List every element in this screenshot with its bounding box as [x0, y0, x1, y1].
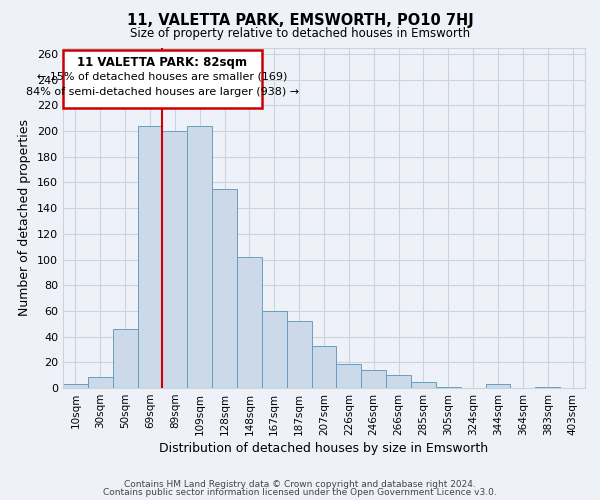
Bar	[311, 346, 337, 388]
Bar	[88, 376, 113, 388]
Bar	[386, 375, 411, 388]
Text: 11 VALETTA PARK: 82sqm: 11 VALETTA PARK: 82sqm	[77, 56, 247, 70]
Bar	[63, 384, 88, 388]
Bar	[411, 382, 436, 388]
Bar	[212, 189, 237, 388]
Text: Contains HM Land Registry data © Crown copyright and database right 2024.: Contains HM Land Registry data © Crown c…	[124, 480, 476, 489]
X-axis label: Distribution of detached houses by size in Emsworth: Distribution of detached houses by size …	[160, 442, 488, 455]
Bar	[237, 257, 262, 388]
Bar	[262, 311, 287, 388]
Text: Size of property relative to detached houses in Emsworth: Size of property relative to detached ho…	[130, 28, 470, 40]
Bar	[485, 384, 511, 388]
Text: Contains public sector information licensed under the Open Government Licence v3: Contains public sector information licen…	[103, 488, 497, 497]
Text: 11, VALETTA PARK, EMSWORTH, PO10 7HJ: 11, VALETTA PARK, EMSWORTH, PO10 7HJ	[127, 12, 473, 28]
Bar	[187, 126, 212, 388]
Bar	[163, 131, 187, 388]
Text: 84% of semi-detached houses are larger (938) →: 84% of semi-detached houses are larger (…	[26, 88, 299, 98]
Bar	[137, 126, 163, 388]
Bar	[361, 370, 386, 388]
Bar	[337, 364, 361, 388]
Bar	[287, 321, 311, 388]
Bar	[436, 387, 461, 388]
Bar	[63, 50, 262, 108]
Bar	[535, 387, 560, 388]
Bar	[113, 329, 137, 388]
Y-axis label: Number of detached properties: Number of detached properties	[19, 120, 31, 316]
Text: ← 15% of detached houses are smaller (169): ← 15% of detached houses are smaller (16…	[37, 72, 287, 82]
